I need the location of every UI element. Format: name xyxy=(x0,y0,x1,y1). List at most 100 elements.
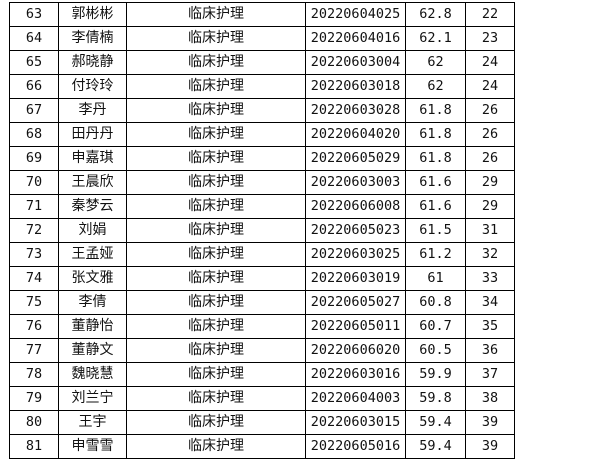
major-cell: 临床护理 xyxy=(126,218,306,243)
exam-id-cell: 20220606008 xyxy=(305,194,406,219)
exam-id-cell: 20220605016 xyxy=(305,434,406,459)
score-cell: 61.8 xyxy=(405,146,466,171)
score-cell: 62 xyxy=(405,50,466,75)
score-cell: 62.1 xyxy=(405,26,466,51)
table-row: 80 王宇 临床护理 20220603015 59.4 39 xyxy=(9,410,515,435)
row-number-cell: 79 xyxy=(9,386,59,411)
table-row: 72 刘娟 临床护理 20220605023 61.5 31 xyxy=(9,218,515,243)
score-cell: 59.4 xyxy=(405,410,466,435)
major-cell: 临床护理 xyxy=(126,2,306,27)
score-cell: 60.5 xyxy=(405,338,466,363)
exam-id-cell: 20220605027 xyxy=(305,290,406,315)
rank-cell: 29 xyxy=(465,194,515,219)
major-cell: 临床护理 xyxy=(126,290,306,315)
table-row: 63 郭彬彬 临床护理 20220604025 62.8 22 xyxy=(9,2,515,27)
name-cell: 申雪雪 xyxy=(58,434,127,459)
score-cell: 59.8 xyxy=(405,386,466,411)
row-number-cell: 64 xyxy=(9,26,59,51)
table-row: 68 田丹丹 临床护理 20220604020 61.8 26 xyxy=(9,122,515,147)
row-number-cell: 72 xyxy=(9,218,59,243)
row-number-cell: 70 xyxy=(9,170,59,195)
name-cell: 付玲玲 xyxy=(58,74,127,99)
name-cell: 王孟娅 xyxy=(58,242,127,267)
table-row: 79 刘兰宁 临床护理 20220604003 59.8 38 xyxy=(9,386,515,411)
exam-id-cell: 20220603016 xyxy=(305,362,406,387)
score-cell: 61.6 xyxy=(405,170,466,195)
major-cell: 临床护理 xyxy=(126,314,306,339)
name-cell: 王晨欣 xyxy=(58,170,127,195)
row-number-cell: 76 xyxy=(9,314,59,339)
score-cell: 60.8 xyxy=(405,290,466,315)
score-cell: 61.6 xyxy=(405,194,466,219)
major-cell: 临床护理 xyxy=(126,266,306,291)
major-cell: 临床护理 xyxy=(126,146,306,171)
row-number-cell: 73 xyxy=(9,242,59,267)
row-number-cell: 77 xyxy=(9,338,59,363)
rank-cell: 24 xyxy=(465,50,515,75)
major-cell: 临床护理 xyxy=(126,362,306,387)
rank-cell: 26 xyxy=(465,98,515,123)
exam-id-cell: 20220605011 xyxy=(305,314,406,339)
table-body: 63 郭彬彬 临床护理 20220604025 62.8 22 64 李倩楠 临床护理 20220… xyxy=(9,2,515,459)
major-cell: 临床护理 xyxy=(126,74,306,99)
row-number-cell: 66 xyxy=(9,74,59,99)
major-cell: 临床护理 xyxy=(126,338,306,363)
rank-cell: 26 xyxy=(465,146,515,171)
rank-cell: 23 xyxy=(465,26,515,51)
rank-cell: 38 xyxy=(465,386,515,411)
name-cell: 郭彬彬 xyxy=(58,2,127,27)
table-row: 65 郝晓静 临床护理 20220603004 62 24 xyxy=(9,50,515,75)
rank-cell: 34 xyxy=(465,290,515,315)
rank-cell: 39 xyxy=(465,410,515,435)
table-row: 66 付玲玲 临床护理 20220603018 62 24 xyxy=(9,74,515,99)
score-cell: 62 xyxy=(405,74,466,99)
major-cell: 临床护理 xyxy=(126,170,306,195)
row-number-cell: 80 xyxy=(9,410,59,435)
rank-cell: 26 xyxy=(465,122,515,147)
row-number-cell: 68 xyxy=(9,122,59,147)
table-row: 81 申雪雪 临床护理 20220605016 59.4 39 xyxy=(9,434,515,459)
major-cell: 临床护理 xyxy=(126,50,306,75)
name-cell: 刘娟 xyxy=(58,218,127,243)
rank-cell: 33 xyxy=(465,266,515,291)
exam-id-cell: 20220603019 xyxy=(305,266,406,291)
row-number-cell: 65 xyxy=(9,50,59,75)
table-row: 73 王孟娅 临床护理 20220603025 61.2 32 xyxy=(9,242,515,267)
exam-id-cell: 20220604020 xyxy=(305,122,406,147)
name-cell: 张文雅 xyxy=(58,266,127,291)
rank-cell: 36 xyxy=(465,338,515,363)
name-cell: 魏晓慧 xyxy=(58,362,127,387)
score-cell: 61.5 xyxy=(405,218,466,243)
exam-id-cell: 20220605029 xyxy=(305,146,406,171)
name-cell: 董静怡 xyxy=(58,314,127,339)
row-number-cell: 69 xyxy=(9,146,59,171)
rank-cell: 39 xyxy=(465,434,515,459)
major-cell: 临床护理 xyxy=(126,434,306,459)
exam-id-cell: 20220603018 xyxy=(305,74,406,99)
name-cell: 秦梦云 xyxy=(58,194,127,219)
name-cell: 王宇 xyxy=(58,410,127,435)
row-number-cell: 71 xyxy=(9,194,59,219)
major-cell: 临床护理 xyxy=(126,242,306,267)
major-cell: 临床护理 xyxy=(126,122,306,147)
table-row: 71 秦梦云 临床护理 20220606008 61.6 29 xyxy=(9,194,515,219)
exam-id-cell: 20220603003 xyxy=(305,170,406,195)
exam-id-cell: 20220603028 xyxy=(305,98,406,123)
name-cell: 李倩 xyxy=(58,290,127,315)
major-cell: 临床护理 xyxy=(126,410,306,435)
score-cell: 61.2 xyxy=(405,242,466,267)
exam-id-cell: 20220604025 xyxy=(305,2,406,27)
name-cell: 董静文 xyxy=(58,338,127,363)
name-cell: 郝晓静 xyxy=(58,50,127,75)
row-number-cell: 67 xyxy=(9,98,59,123)
row-number-cell: 63 xyxy=(9,2,59,27)
table-row: 77 董静文 临床护理 20220606020 60.5 36 xyxy=(9,338,515,363)
exam-id-cell: 20220604003 xyxy=(305,386,406,411)
rank-cell: 29 xyxy=(465,170,515,195)
table-row: 76 董静怡 临床护理 20220605011 60.7 35 xyxy=(9,314,515,339)
table-row: 70 王晨欣 临床护理 20220603003 61.6 29 xyxy=(9,170,515,195)
exam-id-cell: 20220603025 xyxy=(305,242,406,267)
table-row: 75 李倩 临床护理 20220605027 60.8 34 xyxy=(9,290,515,315)
rank-cell: 31 xyxy=(465,218,515,243)
name-cell: 李倩楠 xyxy=(58,26,127,51)
